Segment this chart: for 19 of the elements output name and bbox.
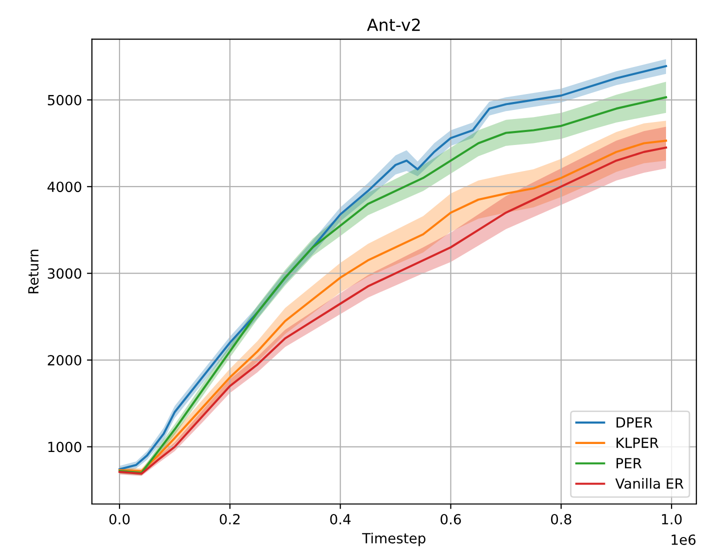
y-tick-label: 2000 <box>48 355 82 366</box>
x-tick-label: 0.8 <box>551 514 572 524</box>
x-axis-title: Timestep <box>362 532 426 546</box>
y-tick-label: 3000 <box>48 268 82 279</box>
text: 1e6 <box>672 534 696 545</box>
x-tick-label: 0.4 <box>330 514 351 524</box>
y-tick-label: 5000 <box>48 94 82 106</box>
x-tick-label: 1.0 <box>662 514 682 524</box>
chart-title: Ant-v2 <box>367 18 420 31</box>
x-tick-label: 0.2 <box>220 514 240 524</box>
x-tick-label: 0.0 <box>109 514 130 524</box>
x-tick-label: 0.6 <box>440 514 461 524</box>
legend-label: Vanilla ER <box>615 478 684 489</box>
y-tick-label: 4000 <box>48 182 82 192</box>
legend-label: PER <box>616 458 642 468</box>
y-tick-label: 1000 <box>48 442 82 452</box>
legend-label: DPER <box>616 417 652 428</box>
y-axis-title: Return <box>28 250 39 294</box>
legend-label: KLPER <box>616 438 658 448</box>
